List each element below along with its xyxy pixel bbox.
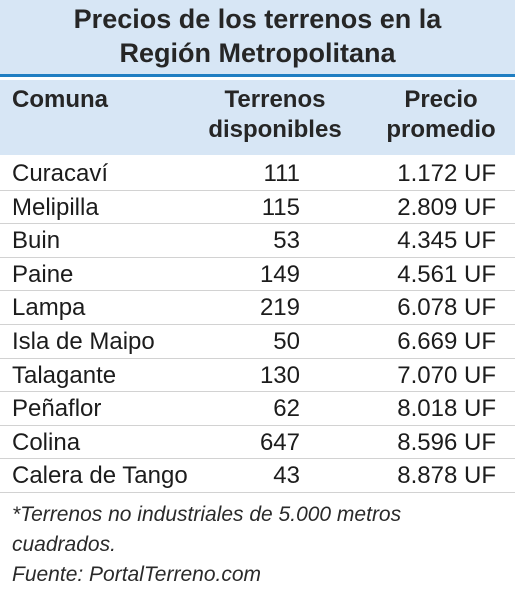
- cell-comuna: Melipilla: [12, 193, 99, 221]
- cell-terrenos: 111: [263, 160, 300, 187]
- cell-comuna: Paine: [12, 260, 74, 288]
- table-row: Talagante 130 7.070 UF: [0, 359, 515, 393]
- table-row: Curacaví 111 1.172 UF: [0, 157, 515, 191]
- cell-terrenos: 130: [259, 361, 300, 389]
- cell-terrenos: 43: [273, 462, 300, 490]
- cell-comuna: Colina: [12, 428, 81, 456]
- header-precio: Precio promedio: [374, 85, 508, 145]
- table-footnote: *Terrenos no industriales de 5.000 metro…: [12, 500, 492, 590]
- cell-precio: 2.809 UF: [397, 193, 496, 221]
- cell-comuna: Isla de Maipo: [12, 327, 155, 355]
- table-row: Melipilla 115 2.809 UF: [0, 191, 515, 225]
- source-note: Fuente: PortalTerreno.com: [12, 563, 262, 586]
- table-row: Colina 647 8.596 UF: [0, 426, 515, 460]
- cell-comuna: Curacaví: [12, 160, 109, 187]
- table-title-line-2: Región Metropolitana: [119, 38, 396, 68]
- cell-precio: 7.070 UF: [397, 361, 496, 389]
- cell-comuna: Buin: [12, 227, 61, 255]
- footnote-line-2: cuadrados.: [12, 533, 116, 556]
- title-band: Precios de los terrenos en la Región Met…: [0, 0, 515, 77]
- cell-terrenos: 149: [259, 260, 300, 288]
- header-comuna-line-1: Comuna: [12, 86, 108, 113]
- header-precio-line-1: Precio: [404, 86, 478, 113]
- header-comuna: Comuna: [12, 85, 108, 115]
- cell-precio: 8.878 UF: [397, 462, 496, 490]
- header-terrenos-line-2: disponibles: [208, 116, 342, 143]
- header-terrenos: Terrenos disponibles: [196, 85, 354, 145]
- cell-terrenos: 115: [261, 193, 300, 221]
- footnote-line-1: *Terrenos no industriales de 5.000 metro…: [12, 503, 402, 526]
- cell-comuna: Talagante: [12, 361, 117, 389]
- header-precio-line-2: promedio: [386, 116, 496, 143]
- table-row: Lampa 219 6.078 UF: [0, 291, 515, 325]
- cell-comuna: Lampa: [12, 294, 86, 322]
- table-row: Isla de Maipo 50 6.669 UF: [0, 325, 515, 359]
- table-body: Curacaví 111 1.172 UF Melipilla 115 2.80…: [0, 157, 515, 493]
- cell-precio: 6.078 UF: [397, 294, 496, 322]
- cell-precio: 6.669 UF: [397, 327, 496, 355]
- cell-terrenos: 62: [273, 395, 300, 423]
- table-row: Buin 53 4.345 UF: [0, 224, 515, 258]
- table-header: Comuna Terrenos disponibles Precio prome…: [0, 80, 515, 155]
- cell-terrenos: 219: [259, 294, 300, 322]
- table-row: Peñaflor 62 8.018 UF: [0, 392, 515, 426]
- cell-terrenos: 53: [273, 227, 300, 255]
- cell-precio: 8.018 UF: [397, 395, 496, 423]
- cell-precio: 1.172 UF: [397, 160, 496, 187]
- cell-terrenos: 647: [259, 428, 300, 456]
- cell-precio: 8.596 UF: [397, 428, 496, 456]
- header-terrenos-line-1: Terrenos: [224, 86, 326, 113]
- cell-comuna: Peñaflor: [12, 395, 102, 423]
- cell-comuna: Calera de Tango: [12, 462, 188, 490]
- table-title-line-1: Precios de los terrenos en la: [73, 4, 442, 34]
- table-row: Paine 149 4.561 UF: [0, 258, 515, 292]
- cell-terrenos: 50: [273, 327, 300, 355]
- cell-precio: 4.345 UF: [397, 227, 496, 255]
- table-row: Calera de Tango 43 8.878 UF: [0, 459, 515, 493]
- cell-precio: 4.561 UF: [397, 260, 496, 288]
